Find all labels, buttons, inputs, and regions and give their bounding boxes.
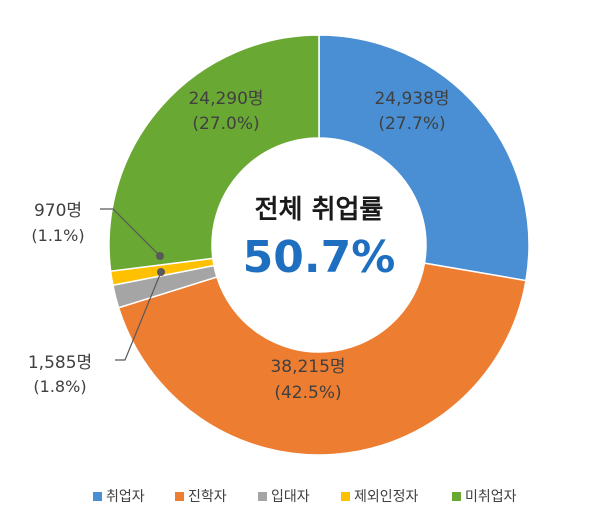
- data-label-military-value: 1,585명: [28, 353, 92, 373]
- legend: 취업자 진학자 입대자 제외인정자 미취업자: [93, 489, 517, 505]
- leader-line-military: [115, 271, 162, 361]
- leader-dot-exempt: [156, 252, 164, 260]
- leader-line-exempt: [100, 208, 161, 257]
- legend-label-unemployed: 미취업자: [465, 489, 517, 505]
- data-label-unemployed-value: 24,290명: [188, 89, 263, 109]
- data-label-study-value: 38,215명: [270, 357, 345, 377]
- center-value: 50.7%: [243, 232, 396, 283]
- data-label-employed-value: 24,938명: [374, 89, 449, 109]
- legend-swatch-employed: [93, 492, 102, 501]
- leader-dot-military: [157, 268, 165, 276]
- legend-swatch-exempt: [341, 492, 350, 501]
- data-label-unemployed-percent: (27.0%): [192, 114, 259, 134]
- data-label-exempt-percent: (1.1%): [31, 226, 84, 245]
- slice-unemployed: [108, 34, 320, 273]
- legend-label-employed: 취업자: [106, 489, 145, 505]
- data-label-exempt-value: 970명: [34, 201, 82, 221]
- legend-label-military: 입대자: [271, 489, 310, 505]
- data-label-military-percent: (1.8%): [33, 377, 86, 396]
- legend-swatch-study: [175, 492, 184, 501]
- data-label-employed-percent: (27.7%): [378, 114, 445, 134]
- slice-study: [117, 262, 527, 456]
- legend-label-study: 진학자: [188, 489, 227, 505]
- donut-slices: [108, 34, 530, 456]
- slice-employed: [318, 34, 530, 282]
- legend-label-exempt: 제외인정자: [354, 489, 419, 505]
- legend-swatch-military: [258, 492, 267, 501]
- legend-swatch-unemployed: [452, 492, 461, 501]
- data-label-study-percent: (42.5%): [274, 383, 341, 403]
- center-title: 전체 취업률: [255, 195, 384, 225]
